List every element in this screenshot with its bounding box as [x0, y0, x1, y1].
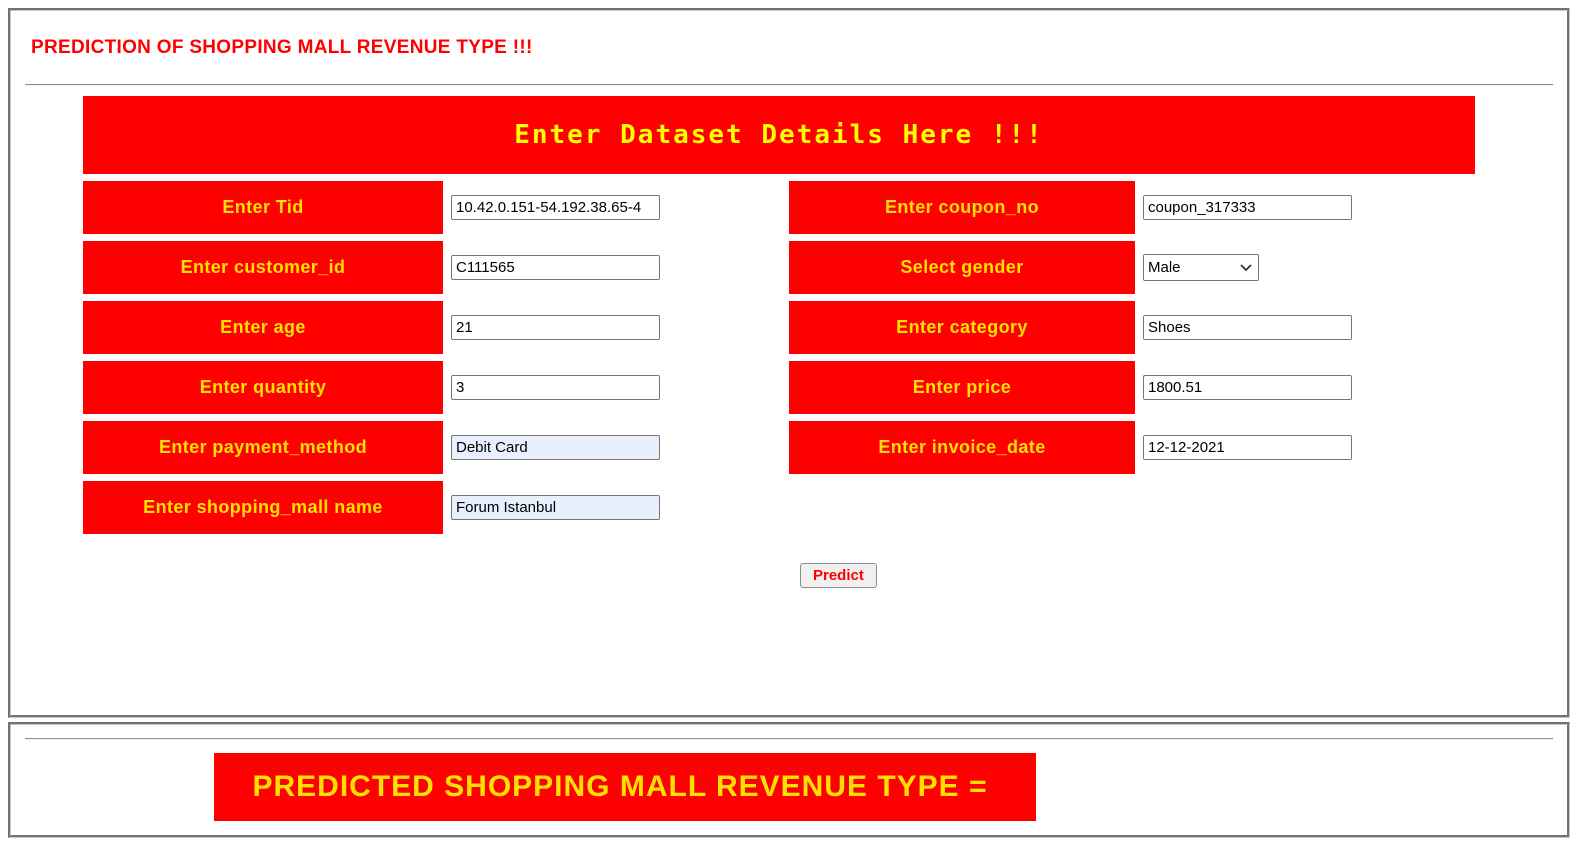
form-header-banner: Enter Dataset Details Here !!!	[83, 96, 1476, 174]
form-header-row: Enter Dataset Details Here !!!	[83, 96, 1476, 174]
dataset-form-table: Enter Dataset Details Here !!! Enter Tid…	[76, 89, 1482, 541]
empty-cell	[1142, 481, 1475, 534]
gender-select[interactable]: Male	[1143, 254, 1259, 281]
predict-button[interactable]: Predict	[800, 563, 877, 588]
invoice-date-input[interactable]	[1143, 435, 1352, 460]
prediction-result-panel: PREDICTED SHOPPING MALL REVENUE TYPE =	[8, 722, 1570, 838]
category-input[interactable]	[1143, 315, 1352, 340]
payment-method-input[interactable]	[451, 435, 660, 460]
table-row: Enter Tid Enter coupon_no	[83, 181, 1475, 234]
gender-select-wrap: Male	[1143, 254, 1259, 281]
table-row: Enter age Enter category	[83, 301, 1475, 354]
label-invoice-date: Enter invoice_date	[789, 421, 1135, 474]
label-category: Enter category	[789, 301, 1135, 354]
label-quantity: Enter quantity	[83, 361, 443, 414]
shopping-mall-input[interactable]	[451, 495, 660, 520]
label-payment-method: Enter payment_method	[83, 421, 443, 474]
tid-input[interactable]	[451, 195, 660, 220]
label-gender: Select gender	[789, 241, 1135, 294]
top-divider	[25, 84, 1553, 86]
result-banner-label: PREDICTED SHOPPING MALL REVENUE TYPE =	[252, 770, 988, 803]
price-input[interactable]	[1143, 375, 1352, 400]
empty-cell	[789, 481, 1135, 534]
label-age: Enter age	[83, 301, 443, 354]
label-customer-id: Enter customer_id	[83, 241, 443, 294]
result-banner: PREDICTED SHOPPING MALL REVENUE TYPE =	[214, 753, 1036, 821]
label-price: Enter price	[789, 361, 1135, 414]
table-row: Enter payment_method Enter invoice_date	[83, 421, 1475, 474]
page-title: PREDICTION OF SHOPPING MALL REVENUE TYPE…	[31, 37, 533, 58]
table-row: Enter shopping_mall name	[83, 481, 1475, 534]
label-coupon-no: Enter coupon_no	[789, 181, 1135, 234]
predict-button-row: Predict	[800, 563, 1567, 588]
age-input[interactable]	[451, 315, 660, 340]
quantity-input[interactable]	[451, 375, 660, 400]
coupon-no-input[interactable]	[1143, 195, 1352, 220]
result-divider	[25, 738, 1553, 740]
customer-id-input[interactable]	[451, 255, 660, 280]
table-row: Enter customer_id Select gender Male	[83, 241, 1475, 294]
label-tid: Enter Tid	[83, 181, 443, 234]
table-row: Enter quantity Enter price	[83, 361, 1475, 414]
dataset-entry-panel: PREDICTION OF SHOPPING MALL REVENUE TYPE…	[8, 8, 1570, 718]
label-shopping-mall: Enter shopping_mall name	[83, 481, 443, 534]
